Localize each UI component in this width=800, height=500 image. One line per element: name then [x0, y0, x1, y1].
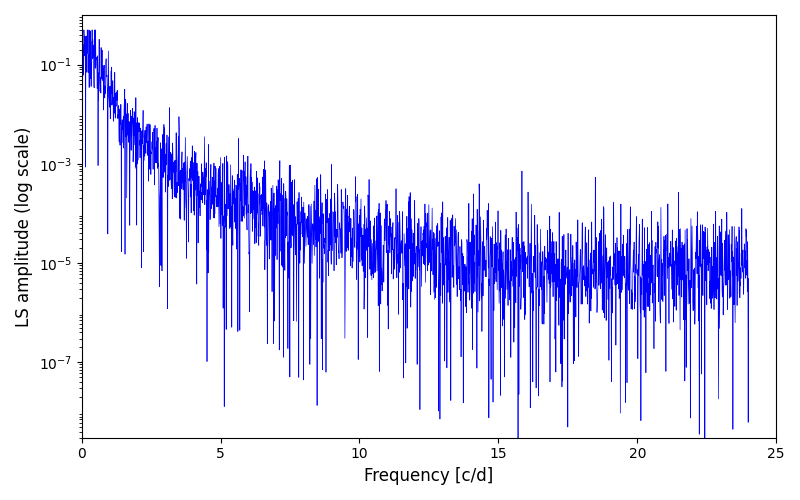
X-axis label: Frequency [c/d]: Frequency [c/d] — [364, 467, 494, 485]
Y-axis label: LS amplitude (log scale): LS amplitude (log scale) — [15, 126, 33, 326]
